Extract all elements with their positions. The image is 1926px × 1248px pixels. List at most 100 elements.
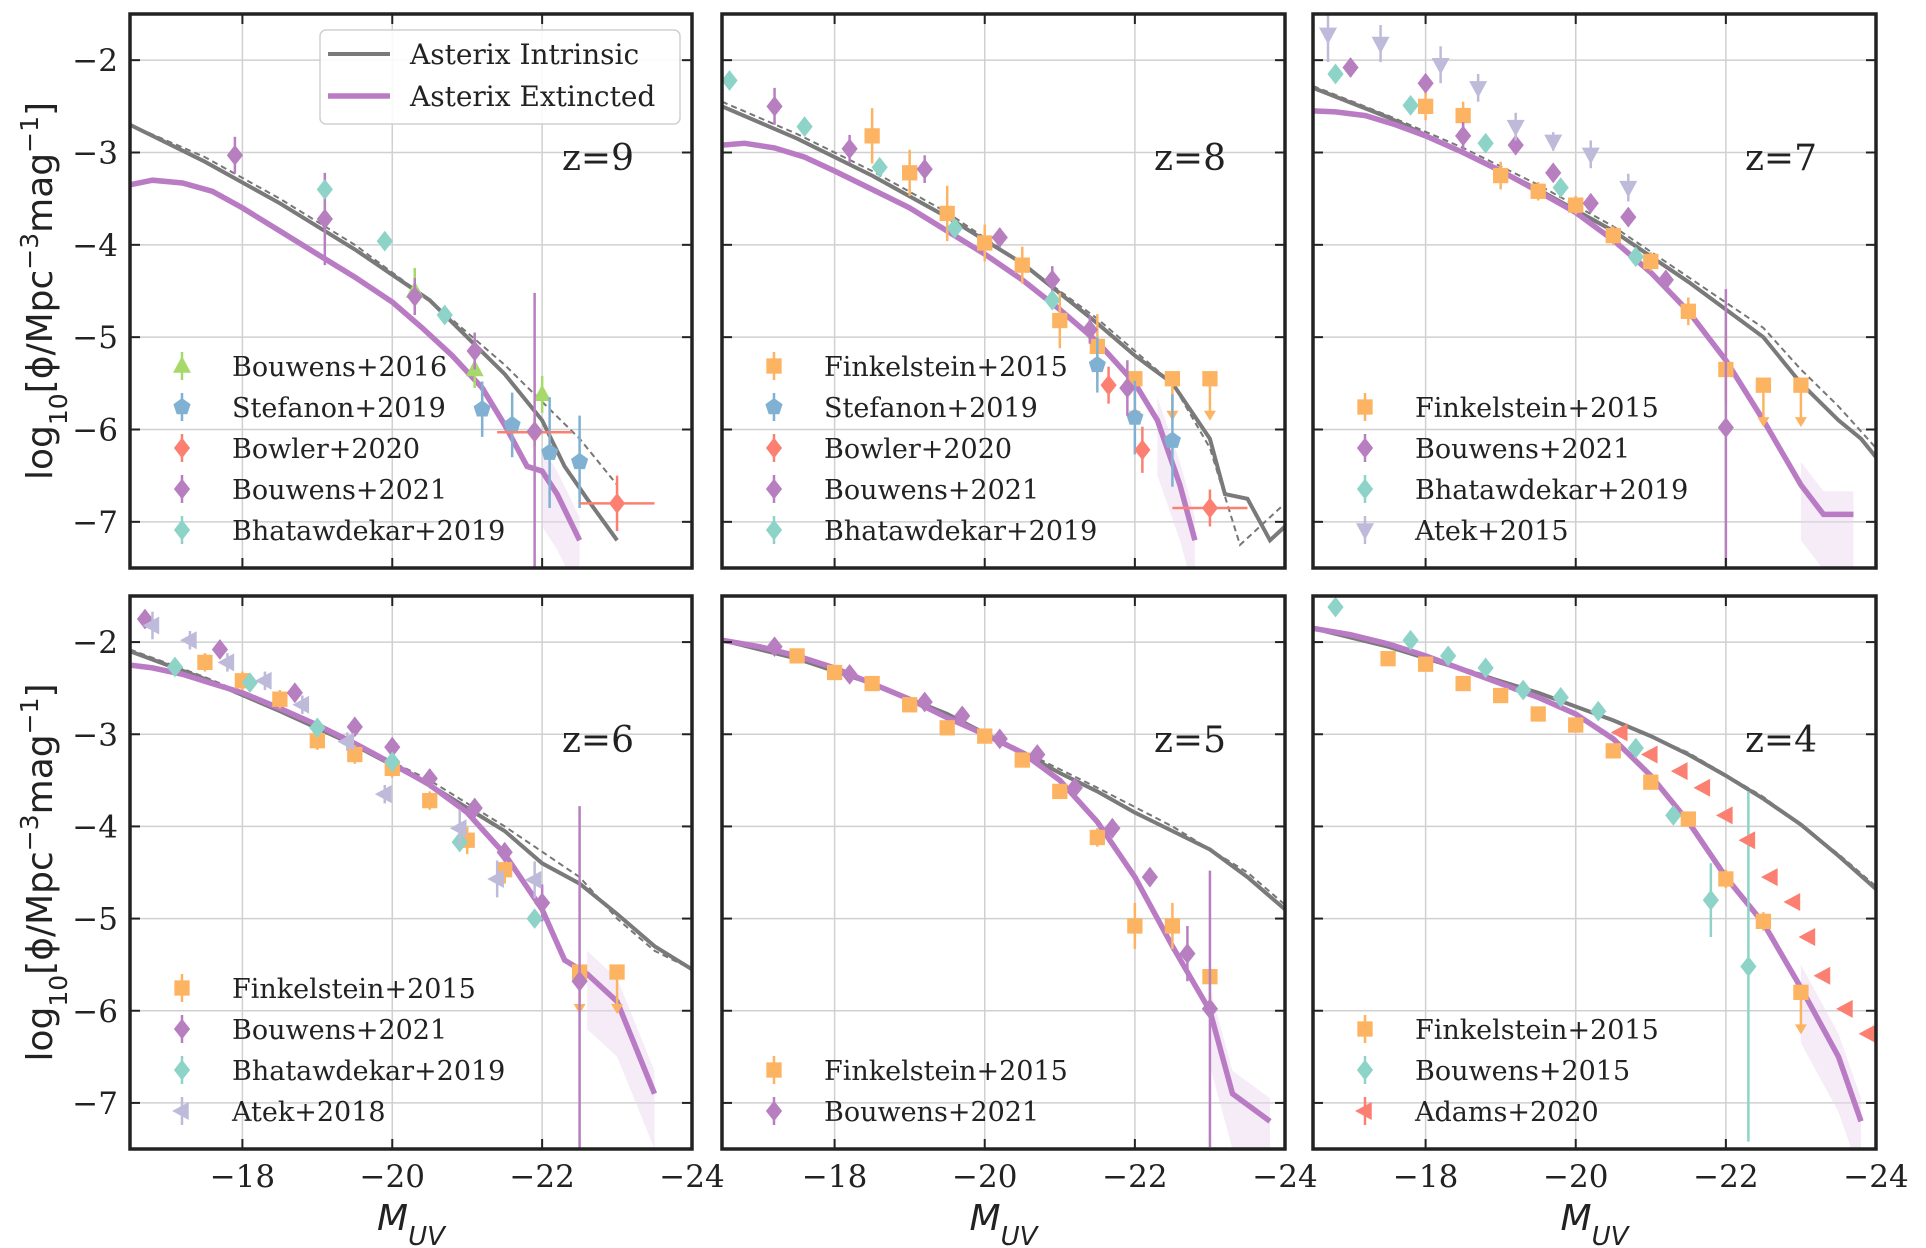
data-point-bouwens-2021	[226, 136, 244, 174]
y-tick-label: −7	[72, 1086, 118, 1122]
data-point-finkelstein-2015	[197, 653, 213, 672]
data-point-finkelstein-2015	[1680, 297, 1696, 326]
data-point-finkelstein-2015	[422, 791, 438, 810]
legend-marker	[765, 398, 783, 415]
x-tick-label: −18	[802, 1159, 867, 1195]
marker	[1568, 717, 1584, 733]
legend-marker	[1357, 399, 1373, 415]
data-point-bouwens-2021	[1104, 817, 1121, 839]
marker	[1506, 119, 1525, 137]
marker	[766, 95, 783, 117]
marker	[254, 671, 272, 690]
legend-label: Bouwens+2021	[824, 475, 1039, 506]
legend-entry: Stefanon+2019	[765, 393, 1038, 424]
data-point-bouwens-2021	[766, 87, 783, 125]
marker	[1417, 656, 1434, 672]
data-point-atek-2018	[337, 732, 355, 751]
data-point-finkelstein-2015	[1530, 182, 1546, 201]
marker	[422, 792, 438, 809]
data-point-bouwens-2015	[1477, 657, 1494, 679]
marker	[977, 235, 993, 251]
marker	[1836, 999, 1853, 1018]
data-point-bouwens-2021	[916, 155, 933, 183]
data-point-atek-2015	[1469, 74, 1488, 102]
marker	[1201, 497, 1219, 519]
marker	[487, 869, 504, 888]
legend-marker	[765, 519, 783, 541]
marker	[722, 70, 738, 91]
asterix-intrinsic-line	[722, 638, 1285, 911]
legend-entry: Bhatawdekar+2019	[173, 1056, 505, 1087]
legend-entry: Bowler+2020	[765, 434, 1012, 465]
marker	[1680, 303, 1696, 319]
data-point-bouwens-2021	[1455, 122, 1472, 150]
data-point-finkelstein-2015	[1793, 984, 1809, 1035]
marker	[473, 400, 491, 417]
marker	[1081, 319, 1098, 341]
marker	[1761, 868, 1778, 887]
x-tick-label: −20	[952, 1159, 1017, 1195]
panel-redshift-label: z=5	[1154, 720, 1226, 761]
data-point-atek-2015	[1619, 173, 1638, 202]
marker	[376, 230, 393, 252]
data-point-bouwens-2021	[841, 663, 858, 685]
marker	[939, 205, 955, 222]
marker	[466, 340, 483, 362]
marker	[347, 746, 363, 763]
marker	[1693, 778, 1711, 797]
marker	[533, 384, 552, 402]
marker	[1657, 269, 1674, 291]
marker	[991, 728, 1008, 750]
legend-label: Bouwens+2021	[824, 1097, 1039, 1128]
marker	[496, 841, 513, 863]
marker	[1380, 651, 1396, 667]
marker	[991, 227, 1008, 248]
marker	[1610, 723, 1628, 742]
legend-entry: Bhatawdekar+2019	[173, 516, 505, 547]
data-point-adams-2020	[1715, 806, 1733, 825]
marker	[902, 697, 918, 713]
marker	[1568, 197, 1584, 213]
legend-entry: Finkelstein+2015	[174, 974, 476, 1005]
legend-marker	[1356, 437, 1374, 459]
data-point-bouwens-2021	[1545, 162, 1562, 184]
legend-entry: Bhatawdekar+2019	[765, 516, 1097, 547]
legend-label: Finkelstein+2015	[1415, 393, 1659, 424]
marker	[384, 751, 401, 773]
marker	[1371, 36, 1390, 54]
data-point-bouwens-2021	[526, 292, 543, 568]
marker	[1044, 289, 1061, 311]
marker	[1164, 371, 1181, 387]
data-point-atek-2015	[1581, 140, 1600, 169]
data-point-atek-2018	[374, 784, 392, 804]
model-legend-label: Asterix Extincted	[409, 80, 655, 113]
data-point-atek-2018	[142, 611, 160, 640]
data-point-bouwens-2021	[1620, 206, 1637, 228]
data-point-stefanon-2019	[1126, 380, 1144, 455]
marker	[406, 286, 423, 307]
data-point-bhatawdekar-2019	[1327, 63, 1344, 85]
data-point-bouwens-2016	[533, 375, 552, 413]
legend-label: Stefanon+2019	[824, 393, 1038, 424]
marker	[1044, 269, 1061, 291]
marker	[316, 208, 333, 230]
legend-entry: Finkelstein+2015	[766, 352, 1068, 383]
data-point-finkelstein-2015	[1643, 774, 1659, 790]
data-point-bouwens-2021	[1582, 192, 1599, 214]
data-point-bouwens-2021	[991, 227, 1008, 248]
legend-entry: Bhatawdekar+2019	[1356, 475, 1688, 506]
legend-label: Bhatawdekar+2019	[232, 1056, 505, 1087]
legend-entry: Finkelstein+2015	[766, 1056, 1068, 1087]
marker	[1738, 831, 1756, 850]
marker	[309, 733, 325, 749]
data-point-bouwens-2021	[1717, 289, 1734, 567]
marker	[503, 415, 521, 433]
data-point-bouwens-2021	[916, 691, 933, 713]
marker	[526, 908, 543, 929]
data-point-bouwens-2015	[1702, 863, 1719, 938]
data-point-finkelstein-2015	[1793, 377, 1809, 428]
marker	[316, 179, 333, 200]
data-point-bouwens-2021	[1044, 266, 1061, 294]
x-tick-label: −18	[210, 1159, 275, 1195]
data-point-finkelstein-2015	[902, 149, 918, 196]
